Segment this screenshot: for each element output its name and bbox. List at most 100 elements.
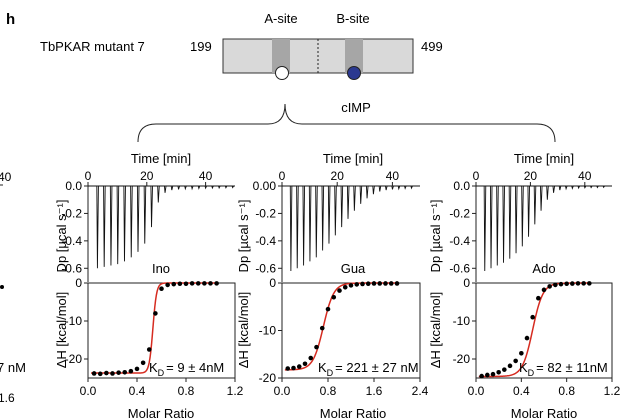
data-point (371, 281, 377, 286)
kd-annotation: KD = 221 ± 27 nM (318, 360, 419, 378)
construct-name: TbPKAR mutant 7 (40, 39, 145, 54)
data-point (348, 283, 354, 288)
ratio-tick-label: 0.8 (558, 384, 575, 398)
dh-tick-label: -20 (453, 352, 471, 366)
itc-panel-ado: Time [min] 0 20 40 Dp [µcal s⁻¹] 0.0 -0.2 -0… (428, 151, 621, 420)
data-point (377, 281, 383, 286)
dh-axis-label: ΔH [kcal/mol] (428, 292, 443, 369)
dp-axis-label: Dp [µcal s⁻¹] (428, 200, 443, 273)
time-tick-label: 40 (386, 169, 400, 183)
data-point (291, 365, 296, 371)
site-b-label: B-site (336, 11, 369, 26)
ratio-tick-label: 0.4 (129, 384, 146, 398)
data-point (308, 355, 314, 361)
data-point (383, 281, 388, 286)
dh-tick-label: 0 (463, 276, 470, 290)
data-point (564, 281, 569, 287)
data-point (302, 361, 308, 367)
itc-panel-ino: Time [min] 0 20 40 Dp [µcal s⁻¹] 0.0 -0.2 -0… (54, 151, 244, 420)
time-tick-label: 20 (140, 169, 154, 183)
data-point (325, 306, 331, 312)
ligand-name: Ino (152, 261, 170, 276)
data-point (496, 370, 501, 375)
data-point (319, 325, 325, 331)
dh-tick-label: 0 (269, 276, 276, 290)
kd-annotation: KD = 82 ± 11nM (519, 360, 608, 378)
thermogram-trace (88, 185, 235, 269)
data-point (354, 282, 360, 287)
data-point (524, 335, 530, 341)
data-point (575, 281, 581, 286)
kd-value: = 82 ± 11nM (536, 360, 608, 375)
clipped-top-tick: 40 (0, 170, 12, 184)
data-point (553, 282, 558, 288)
dh-tick-label: -20 (259, 371, 277, 385)
data-point (331, 294, 337, 300)
data-point (171, 281, 177, 287)
molar-ratio-axis-label: Molar Ratio (128, 406, 194, 420)
data-point (159, 286, 164, 292)
data-point (541, 287, 547, 293)
kd-annotation: KD = 9 ± 4nM (149, 360, 224, 378)
kd-subscript: D (158, 368, 165, 378)
molar-ratio-axis-label: Molar Ratio (511, 406, 577, 420)
panel-letter: h (6, 11, 15, 28)
range-end-label: 499 (421, 39, 443, 54)
clipped-x-tick: 1.6 (0, 391, 15, 405)
data-point (202, 281, 207, 286)
ligand-label: cIMP (341, 100, 371, 115)
dp-tick-label: -0.6 (449, 261, 470, 275)
thermogram-trace (476, 185, 612, 272)
data-point (581, 281, 586, 286)
ratio-tick-label: 0.0 (274, 384, 291, 398)
data-point (558, 281, 564, 287)
dp-tick-label: -0.6 (61, 261, 82, 275)
dh-tick-label: -10 (453, 314, 471, 328)
data-point (177, 281, 183, 287)
data-point (146, 347, 152, 352)
site-a-band (272, 39, 290, 73)
data-point (116, 370, 121, 375)
data-point (502, 367, 507, 372)
data-point (97, 371, 103, 377)
itc-panel-gua: Time [min] 0 20 40 Dp [µcal s⁻¹] 0.00-0.2-… (236, 151, 429, 420)
site-b-circle (347, 66, 361, 80)
data-point (485, 372, 490, 378)
time-tick-label: 40 (578, 169, 592, 183)
site-a-label: A-site (264, 11, 297, 26)
data-point (183, 281, 189, 287)
data-point (214, 281, 219, 286)
range-start-label: 199 (190, 39, 212, 54)
dp-tick-label: 0.0 (453, 179, 470, 193)
ratio-tick-label: 2.4 (412, 384, 429, 398)
dp-tick-label: -0.4 (255, 234, 276, 248)
dh-axis-label: ΔH [kcal/mol] (54, 292, 69, 369)
data-point (479, 373, 484, 379)
data-point (490, 371, 496, 377)
data-point (122, 370, 128, 375)
ratio-tick-label: 0.8 (178, 384, 195, 398)
data-point (153, 311, 158, 316)
dh-axis-label: ΔH [kcal/mol] (236, 292, 251, 369)
dp-tick-label: -0.2 (255, 206, 276, 220)
data-point (365, 281, 371, 287)
kd-prefix: K (519, 360, 528, 375)
dp-tick-label: 0.0 (65, 179, 82, 193)
data-point (285, 366, 291, 371)
ratio-tick-label: 1.2 (604, 384, 621, 398)
ligand-name: Gua (341, 261, 366, 276)
data-point (296, 364, 302, 369)
ratio-tick-label: 1.2 (227, 384, 244, 398)
data-point (208, 281, 213, 286)
data-point (195, 281, 201, 286)
data-point (110, 371, 115, 376)
site-b-band (345, 39, 363, 73)
data-point (134, 366, 140, 372)
dh-tick-label: 0 (75, 276, 82, 290)
time-tick-label: 0 (85, 169, 92, 183)
fit-curve (284, 282, 399, 371)
dp-tick-label: -0.2 (449, 206, 470, 220)
data-point (140, 360, 146, 366)
data-point (570, 281, 575, 286)
